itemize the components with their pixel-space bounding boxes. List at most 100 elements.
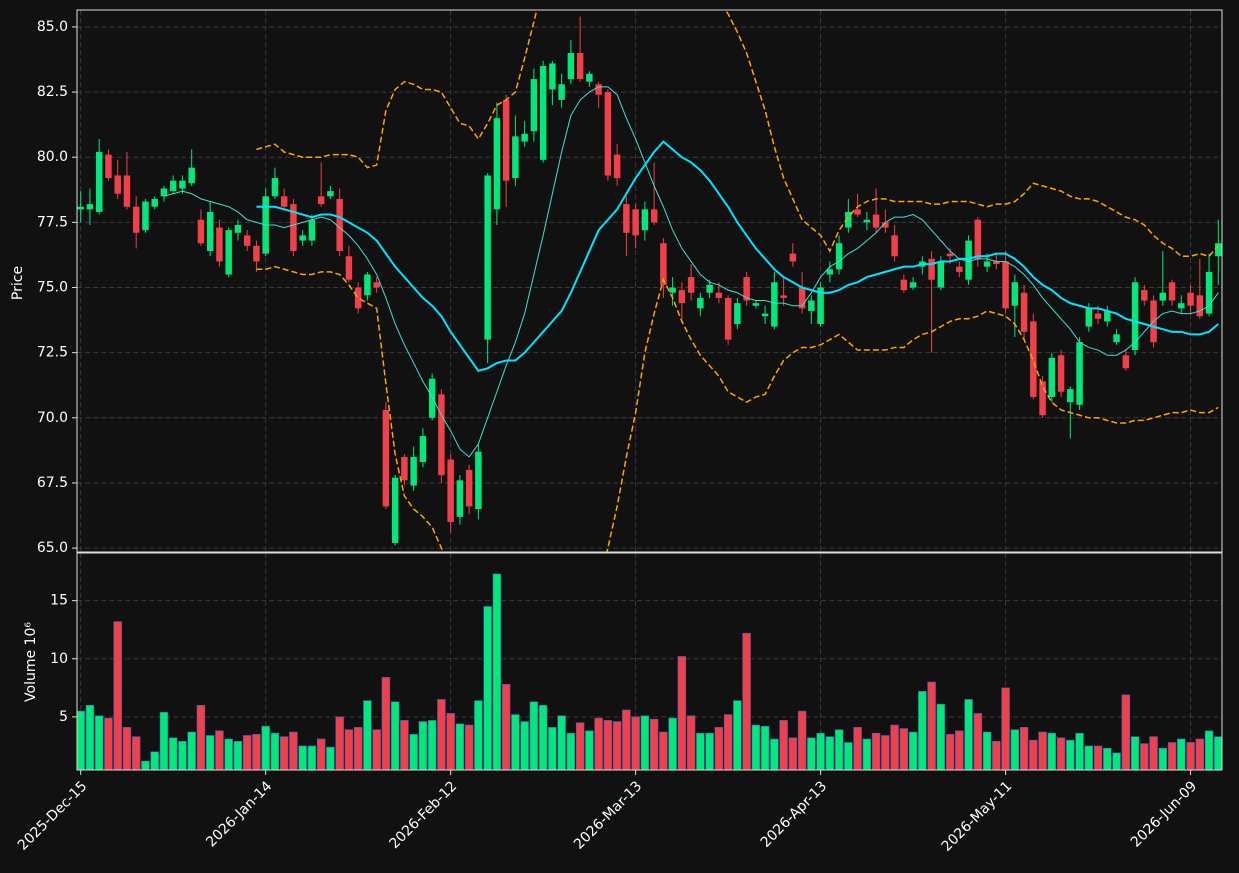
candle-body [826,269,834,275]
candle-body [243,235,251,246]
volume-bar [492,573,502,770]
volume-bar [686,715,696,770]
volume-bar [77,710,85,770]
volume-bar [927,681,936,770]
indicator-line [256,140,1219,373]
volume-bar [205,735,215,770]
candle-body [502,99,510,181]
volume-bar [770,738,779,770]
volume-frame [76,552,1223,771]
volume-bar [446,713,455,770]
volume-bar [881,735,890,770]
candle-body [197,219,205,244]
candle-body [595,84,602,95]
candle-body [632,209,639,236]
price-plot [77,10,1222,552]
volume-bar [1047,732,1057,770]
volume-bar [816,732,825,770]
candle-body [539,66,547,160]
volume-bar [566,732,576,770]
volume-bar [279,736,289,770]
candle-body [909,282,917,288]
volume-bar [178,740,187,770]
candle-body [882,222,889,228]
candle-body [382,409,390,507]
candle-body [354,287,362,309]
volume-bar [409,734,418,770]
candle-body [586,73,593,82]
candle-body [678,290,686,304]
volume-bar [187,731,196,770]
volume-bar [1130,736,1140,770]
candle-body [1048,357,1056,397]
volume-bar [390,701,400,770]
volume-bar [289,731,298,770]
candle-body [789,253,797,262]
volume-bar [871,732,881,770]
volume-bar [464,724,474,770]
volume-bar [955,730,964,770]
volume-bar [797,710,807,770]
candle-body [863,219,871,223]
volume-bar [788,737,798,770]
candle-body [234,224,242,233]
candle-body [373,282,380,288]
volume-bar [307,745,317,770]
y-tick-label: 67.5 [37,475,68,491]
volume-bar [622,709,631,770]
candle-body [1122,355,1130,369]
candle-body [447,459,454,523]
candle-body [1159,292,1167,301]
candle-body [974,219,982,259]
candle-body [456,480,464,517]
volume-bar [825,736,835,770]
volume-bar [603,720,613,770]
candle-body [808,300,815,311]
candle-body [1020,292,1028,332]
volume-axis-label: Volume 10⁶ [23,622,39,702]
candle-body [817,287,824,324]
candle-body [336,198,343,252]
candle-body [854,209,861,215]
candle-body [105,154,112,179]
candle-body [308,219,316,241]
candle-body [271,178,279,197]
volume-bar [1019,727,1029,770]
volume-bar [455,723,465,770]
volume-bar [1186,742,1195,770]
volume-bar [159,711,169,770]
candle-body [1030,321,1037,397]
candle-body [1141,290,1148,301]
candle-body [77,206,84,210]
volume-bar [575,722,585,770]
volume-bar [1066,739,1075,770]
volume-bar [113,621,122,770]
volume-bar [705,732,714,770]
volume-bar [1195,738,1205,770]
volume-bar [196,704,206,770]
volume-bar [594,717,603,770]
y-tick-label: 72.5 [37,345,68,361]
candle-body [345,256,353,280]
volume-bar [936,703,946,770]
candle-body [641,209,649,231]
volume-bar [233,740,243,770]
candle-body [845,211,852,228]
volume-bar [612,721,622,770]
volume-bar [252,734,261,770]
volume-bar [1038,731,1047,770]
candle-body [669,287,676,293]
candle-body [1215,243,1222,257]
candle-body [216,227,223,262]
volume-bar [964,699,973,770]
candle-body [280,196,288,207]
volume-bar [807,737,816,770]
volume-bar [992,740,1001,770]
volume-bar [982,731,992,770]
candle-body [142,201,149,231]
volume-plot [77,573,1222,770]
y-tick-label: 65.0 [37,540,68,556]
volume-bar [557,715,566,770]
volume-bar [150,751,159,770]
candle-body [132,206,140,233]
